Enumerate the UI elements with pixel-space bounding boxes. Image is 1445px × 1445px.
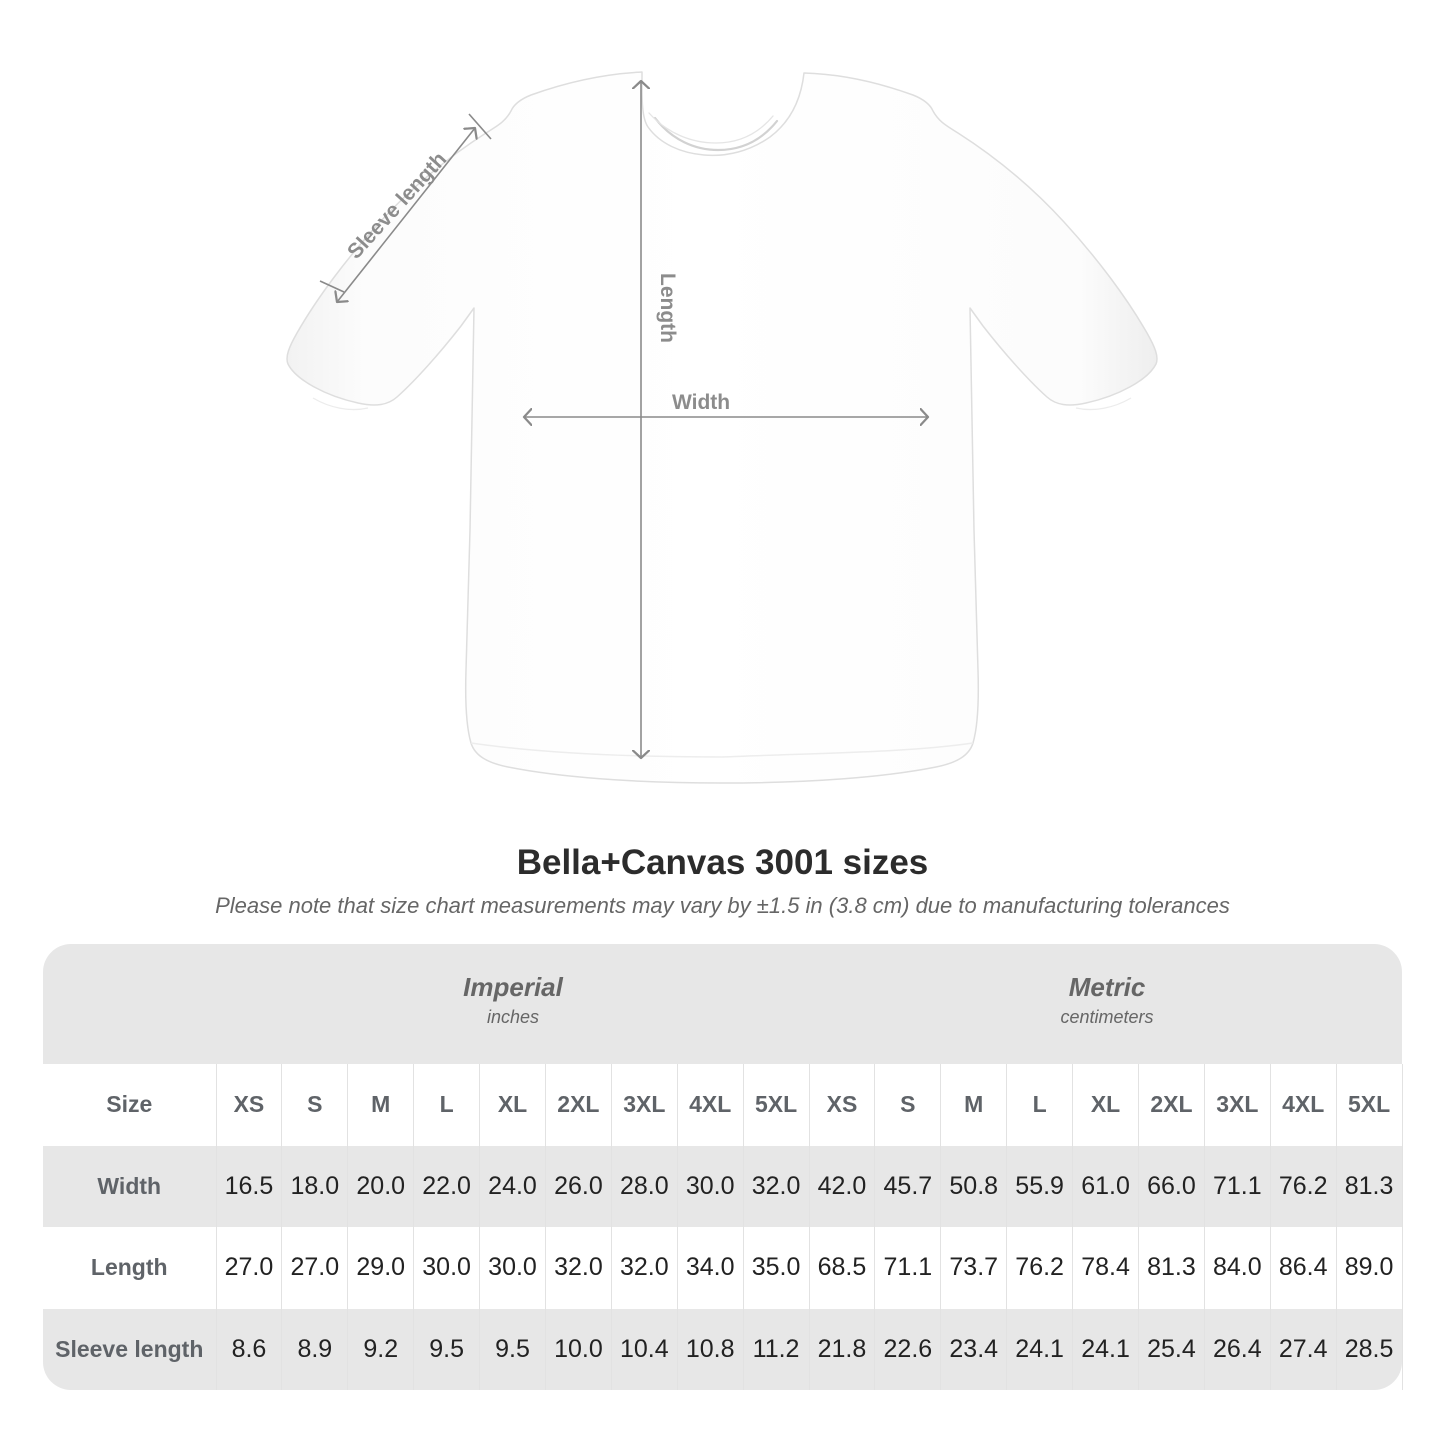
svg-text:Length: Length (656, 273, 679, 343)
svg-text:Width: Width (672, 391, 730, 414)
